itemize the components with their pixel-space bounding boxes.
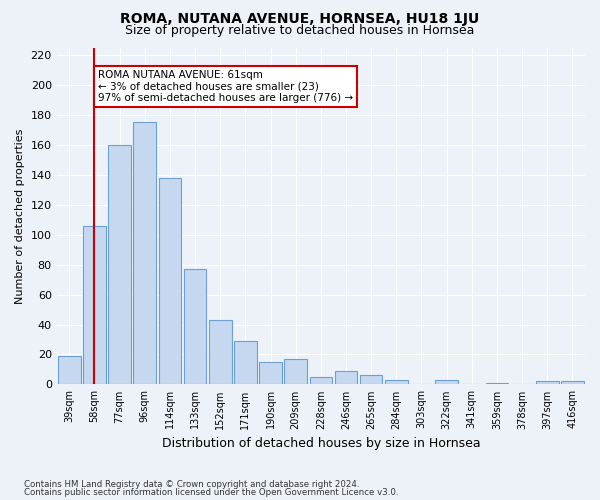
Bar: [108, 145, 131, 384]
Bar: [259, 362, 282, 384]
Text: ROMA NUTANA AVENUE: 61sqm
← 3% of detached houses are smaller (23)
97% of semi-d: ROMA NUTANA AVENUE: 61sqm ← 3% of detach…: [98, 70, 353, 103]
Bar: [83, 226, 106, 384]
Text: Contains public sector information licensed under the Open Government Licence v3: Contains public sector information licen…: [24, 488, 398, 497]
Text: ROMA, NUTANA AVENUE, HORNSEA, HU18 1JU: ROMA, NUTANA AVENUE, HORNSEA, HU18 1JU: [121, 12, 479, 26]
Bar: [335, 371, 358, 384]
Bar: [133, 122, 156, 384]
Bar: [485, 383, 508, 384]
Bar: [234, 341, 257, 384]
Bar: [561, 382, 584, 384]
Bar: [536, 382, 559, 384]
Bar: [360, 376, 382, 384]
Text: Size of property relative to detached houses in Hornsea: Size of property relative to detached ho…: [125, 24, 475, 37]
Bar: [436, 380, 458, 384]
Bar: [58, 356, 80, 384]
Bar: [385, 380, 407, 384]
Text: Contains HM Land Registry data © Crown copyright and database right 2024.: Contains HM Land Registry data © Crown c…: [24, 480, 359, 489]
Bar: [158, 178, 181, 384]
Bar: [184, 269, 206, 384]
Bar: [209, 320, 232, 384]
X-axis label: Distribution of detached houses by size in Hornsea: Distribution of detached houses by size …: [161, 437, 480, 450]
Y-axis label: Number of detached properties: Number of detached properties: [15, 128, 25, 304]
Bar: [284, 359, 307, 384]
Bar: [310, 377, 332, 384]
